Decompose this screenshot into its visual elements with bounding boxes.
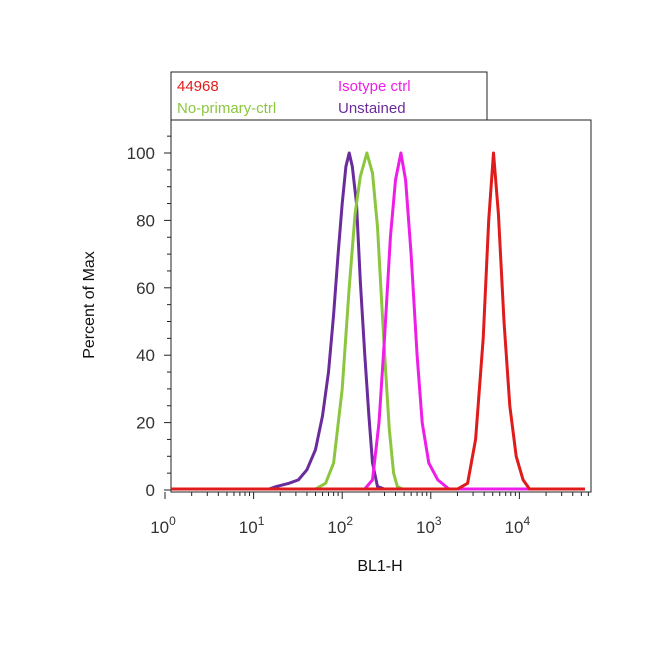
x-tick-label: 104 (505, 514, 531, 537)
plot-area (170, 119, 592, 493)
series-line-3 (171, 151, 585, 491)
series-line-1 (171, 151, 585, 491)
x-tick-label: 101 (239, 514, 265, 537)
x-axis-title: BL1-H (357, 558, 402, 575)
legend-box (170, 71, 488, 121)
y-tick-label: 40 (136, 346, 155, 365)
series-layer (171, 151, 585, 491)
y-tick-label: 60 (136, 279, 155, 298)
legend-entry-isotype: Isotype ctrl (338, 78, 411, 95)
y-axis: 0 20 40 60 80 100 (127, 135, 171, 500)
y-tick-label: 20 (136, 414, 155, 433)
x-tick-label: 100 (150, 514, 176, 537)
y-tick-label: 80 (136, 211, 155, 230)
y-axis-title: Percent of Max (81, 251, 98, 359)
x-axis: 100 101 102 103 104 (150, 492, 589, 537)
legend-entry-unstained: Unstained (338, 100, 406, 117)
series-line-2 (171, 151, 585, 491)
y-tick-label: 100 (127, 144, 155, 163)
legend-entry-44968: 44968 (177, 78, 219, 95)
x-tick-label: 102 (327, 514, 353, 537)
series-line-0 (171, 151, 585, 491)
legend-entry-no-primary: No-primary-ctrl (177, 100, 276, 117)
y-tick-label: 0 (146, 481, 155, 500)
x-tick-label: 103 (416, 514, 442, 537)
